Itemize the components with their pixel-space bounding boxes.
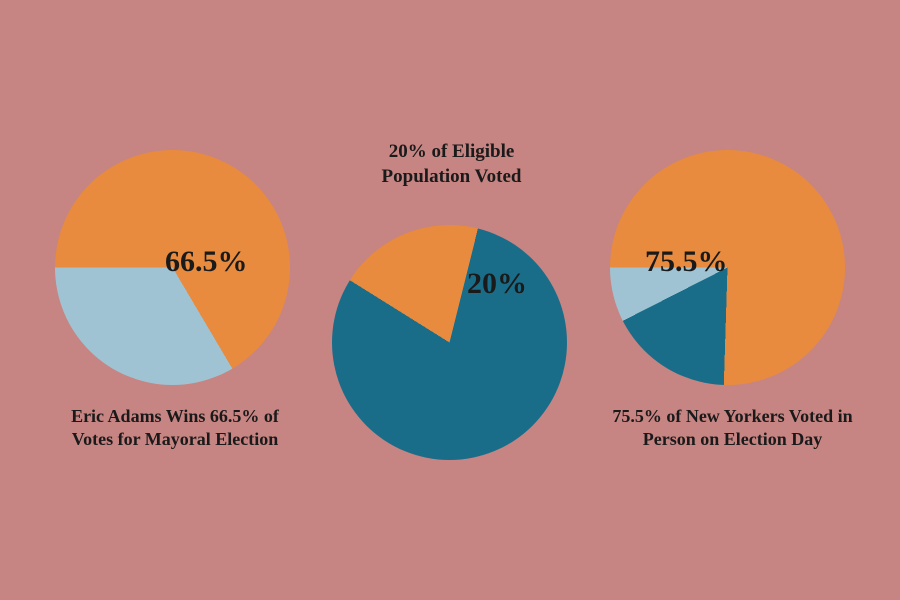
chart1-value-label: 66.5% <box>165 245 248 279</box>
chart3-caption: 75.5% of New Yorkers Voted in Person on … <box>605 405 860 452</box>
chart3-container: 75.5%75.5% of New Yorkers Voted in Perso… <box>610 150 845 385</box>
chart2-caption: 20% of Eligible Population Voted <box>344 140 559 189</box>
chart1-caption: Eric Adams Wins 66.5% of Votes for Mayor… <box>50 405 300 452</box>
chart2-value-label: 20% <box>467 267 527 301</box>
chart2-container: 20%20% of Eligible Population Voted <box>332 225 567 460</box>
chart3-value-label: 75.5% <box>645 245 728 279</box>
chart1-container: 66.5%Eric Adams Wins 66.5% of Votes for … <box>55 150 290 385</box>
chart2-pie <box>332 225 567 460</box>
